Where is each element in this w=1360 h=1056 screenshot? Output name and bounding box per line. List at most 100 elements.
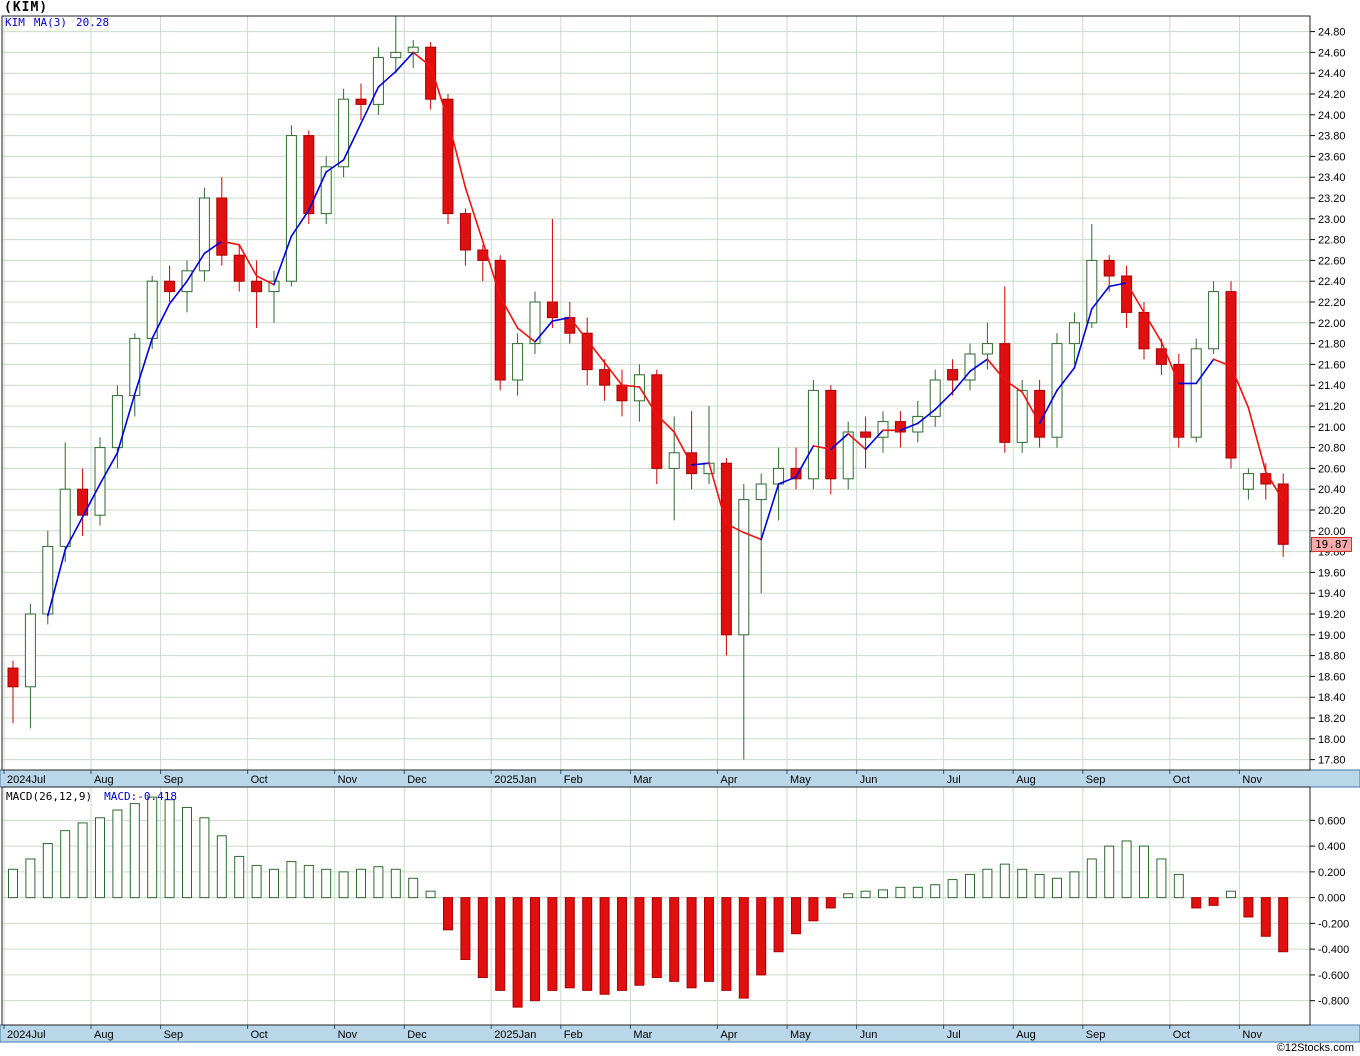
candle-body bbox=[807, 389, 819, 480]
month-label: Apr bbox=[720, 774, 737, 786]
macd-bar bbox=[460, 897, 471, 960]
candle-body bbox=[581, 332, 593, 371]
candle bbox=[546, 218, 558, 328]
candle-body bbox=[425, 46, 437, 100]
macd-tick-label: -0.400 bbox=[1318, 944, 1349, 956]
candle-body bbox=[981, 343, 993, 355]
macd-bar bbox=[425, 890, 436, 899]
month-label: Oct bbox=[251, 1029, 268, 1041]
macd-bar bbox=[547, 897, 558, 991]
price-tick-label: 19.40 bbox=[1318, 588, 1346, 600]
candle bbox=[1016, 380, 1028, 453]
candle bbox=[581, 317, 593, 386]
month-label: Aug bbox=[94, 1029, 114, 1041]
macd-bar bbox=[512, 897, 523, 1008]
macd-tick-label: 0.200 bbox=[1318, 867, 1346, 879]
month-label: Jul bbox=[947, 774, 961, 786]
panel-borders bbox=[1, 15, 1311, 1026]
candle-body bbox=[1225, 291, 1237, 459]
candle bbox=[216, 177, 228, 266]
price-tick-label: 23.40 bbox=[1318, 172, 1346, 184]
macd-bar bbox=[686, 897, 697, 989]
candle-body bbox=[1155, 348, 1167, 365]
candle bbox=[425, 42, 437, 110]
candle-body bbox=[494, 259, 506, 381]
macd-bar bbox=[234, 855, 245, 899]
candle-body bbox=[720, 462, 732, 636]
price-tick-label: 22.20 bbox=[1318, 297, 1346, 309]
month-label: Jun bbox=[860, 1029, 878, 1041]
macd-bar bbox=[599, 897, 610, 995]
macd-bar bbox=[216, 835, 227, 899]
macd-bar bbox=[164, 799, 175, 899]
candle bbox=[251, 260, 263, 328]
macd-bar bbox=[199, 817, 210, 899]
candle-body bbox=[790, 467, 802, 480]
macd-bar bbox=[321, 868, 332, 899]
candle bbox=[390, 16, 402, 74]
candle-body bbox=[1086, 259, 1098, 324]
price-tick-label: 21.20 bbox=[1318, 401, 1346, 413]
candle bbox=[1121, 265, 1133, 328]
macd-bar bbox=[8, 868, 18, 899]
month-label: Sep bbox=[1086, 774, 1106, 786]
macd-bar bbox=[582, 897, 593, 991]
macd-tick-label: 0.600 bbox=[1318, 815, 1346, 827]
candle bbox=[686, 411, 698, 490]
macd-legend: MACD(26,12,9) MACD:-0.418 bbox=[6, 790, 177, 803]
macd-bar bbox=[564, 897, 575, 989]
candle bbox=[807, 380, 819, 490]
candle bbox=[668, 416, 680, 521]
ma-label: MA(3) bbox=[33, 16, 67, 29]
candle bbox=[651, 369, 663, 484]
month-label: Nov bbox=[1242, 774, 1262, 786]
watermark: ©12Stocks.com bbox=[1276, 1042, 1354, 1054]
month-label: Sep bbox=[164, 1029, 184, 1041]
candle bbox=[494, 255, 506, 391]
price-tick-label: 24.20 bbox=[1318, 89, 1346, 101]
candle bbox=[1190, 338, 1202, 443]
candle bbox=[338, 88, 350, 178]
month-label: 2024Jul bbox=[7, 774, 46, 786]
macd-bar bbox=[1139, 845, 1149, 899]
month-strip-price: 2024Jul Aug Sep Oct Nov Dec 2025Jan Feb Mar Apr Ma… bbox=[0, 769, 1360, 788]
candle bbox=[512, 333, 524, 396]
candle-body bbox=[564, 317, 576, 334]
candle bbox=[1277, 473, 1289, 557]
price-tick-label: 17.80 bbox=[1318, 755, 1346, 767]
candle bbox=[929, 369, 941, 427]
candle bbox=[285, 125, 297, 287]
candles-layer bbox=[7, 16, 1289, 760]
macd-bar bbox=[338, 871, 349, 899]
candle bbox=[999, 286, 1011, 453]
macd-axis: -0.800 -0.600 -0.400 -0.200 0.000 0.200 0.400 0… bbox=[1310, 815, 1349, 1008]
macd-bar bbox=[895, 886, 906, 899]
candle-body bbox=[999, 343, 1011, 443]
candle-body bbox=[947, 369, 959, 381]
candle-body bbox=[77, 488, 89, 516]
candle-body bbox=[59, 488, 71, 547]
candle-body bbox=[599, 369, 611, 386]
month-label: Sep bbox=[1086, 1029, 1106, 1041]
macd-bar bbox=[1069, 871, 1080, 899]
price-tick-label: 19.20 bbox=[1318, 609, 1346, 621]
candle bbox=[24, 603, 36, 729]
macd-bar bbox=[1104, 845, 1115, 899]
candle-body bbox=[877, 421, 889, 438]
price-tick-label: 21.40 bbox=[1318, 380, 1346, 392]
candle-body bbox=[860, 431, 872, 438]
macd-bar bbox=[147, 796, 158, 899]
candle-body bbox=[7, 667, 19, 688]
candle bbox=[1225, 281, 1237, 469]
price-tick-label: 18.20 bbox=[1318, 713, 1346, 725]
price-tick-label: 20.00 bbox=[1318, 526, 1346, 538]
candle bbox=[320, 156, 332, 224]
macd-bar bbox=[617, 897, 627, 991]
macd-tick-label: -0.600 bbox=[1318, 970, 1349, 982]
macd-bar bbox=[477, 897, 488, 978]
month-label: Jul bbox=[947, 1029, 961, 1041]
month-label: Dec bbox=[407, 1029, 427, 1041]
macd-label: MACD(26,12,9) bbox=[6, 790, 93, 803]
candle-body bbox=[355, 98, 367, 105]
candle-body bbox=[198, 197, 210, 272]
